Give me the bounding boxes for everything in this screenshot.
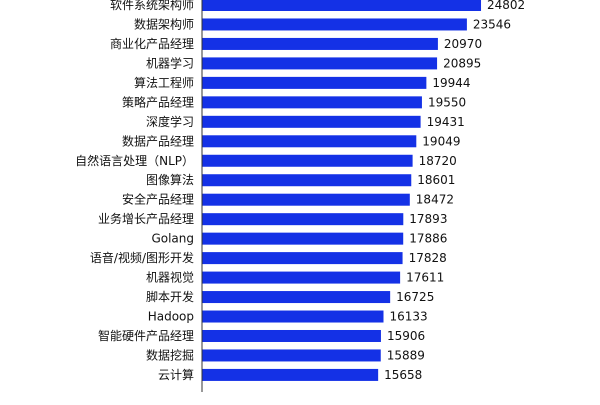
- value-label: 17611: [406, 271, 444, 285]
- category-label: 安全产品经理: [122, 192, 194, 207]
- bar: [202, 329, 381, 342]
- value-label: 18472: [416, 193, 454, 207]
- bar: [202, 252, 403, 265]
- bar: [202, 154, 413, 167]
- value-label: 15906: [387, 329, 425, 343]
- bar: [202, 368, 379, 381]
- bar: [202, 291, 391, 304]
- category-label: 商业化产品经理: [110, 36, 194, 51]
- value-label: 20895: [443, 56, 481, 70]
- category-label: 云计算: [158, 367, 194, 382]
- bar: [202, 135, 417, 148]
- value-label: 16725: [396, 290, 434, 304]
- bar: [202, 193, 410, 206]
- bar: [202, 37, 438, 50]
- bar: [202, 0, 482, 11]
- value-label: 19431: [427, 115, 465, 129]
- value-labels-layer: 24802 23546 20970 20895 19944 19550 19431 19049…: [384, 0, 525, 382]
- category-label: 图像算法: [146, 172, 194, 187]
- bar: [202, 310, 384, 323]
- category-label: 策略产品经理: [122, 94, 194, 109]
- category-label: Golang: [151, 232, 194, 246]
- bar: [202, 76, 427, 89]
- bar: [202, 271, 401, 284]
- bar: [202, 232, 404, 245]
- category-label: 算法工程师: [134, 75, 194, 90]
- value-label: 20970: [444, 37, 482, 51]
- bar: [202, 174, 412, 187]
- value-label: 19550: [428, 95, 466, 109]
- category-label: 数据挖掘: [146, 347, 194, 362]
- category-label: 业务增长产品经理: [98, 211, 194, 226]
- value-label: 17893: [409, 212, 447, 226]
- category-label: 数据架构师: [134, 16, 194, 31]
- bar: [202, 96, 422, 109]
- category-label: 自然语言处理（NLP）: [75, 153, 194, 168]
- value-label: 15889: [387, 348, 425, 362]
- category-label: 机器视觉: [146, 270, 194, 285]
- category-label: 深度学习: [146, 114, 194, 129]
- category-label: 机器学习: [146, 55, 194, 70]
- bars-layer: [202, 0, 482, 381]
- category-label: 软件系统架构师: [110, 0, 194, 12]
- value-label: 17828: [409, 251, 447, 265]
- value-label: 15658: [384, 368, 422, 382]
- category-label: 智能硬件产品经理: [98, 328, 194, 343]
- category-labels-layer: 软件系统架构师数据架构师商业化产品经理机器学习算法工程师策略产品经理深度学习数据…: [75, 0, 194, 382]
- bar: [202, 18, 467, 31]
- value-label: 23546: [473, 17, 511, 31]
- category-label: 语音/视频/图形开发: [90, 250, 194, 265]
- category-label: 脚本开发: [146, 289, 194, 304]
- value-label: 24802: [487, 0, 525, 12]
- value-label: 16133: [389, 310, 427, 324]
- bar: [202, 115, 421, 128]
- category-label: Hadoop: [148, 310, 194, 324]
- value-label: 19049: [422, 134, 460, 148]
- bar: [202, 349, 381, 362]
- value-label: 18601: [417, 173, 455, 187]
- category-label: 数据产品经理: [122, 133, 194, 148]
- value-label: 17886: [409, 232, 447, 246]
- bar: [202, 57, 438, 70]
- value-label: 19944: [432, 76, 470, 90]
- value-label: 18720: [419, 154, 457, 168]
- bar: [202, 213, 404, 226]
